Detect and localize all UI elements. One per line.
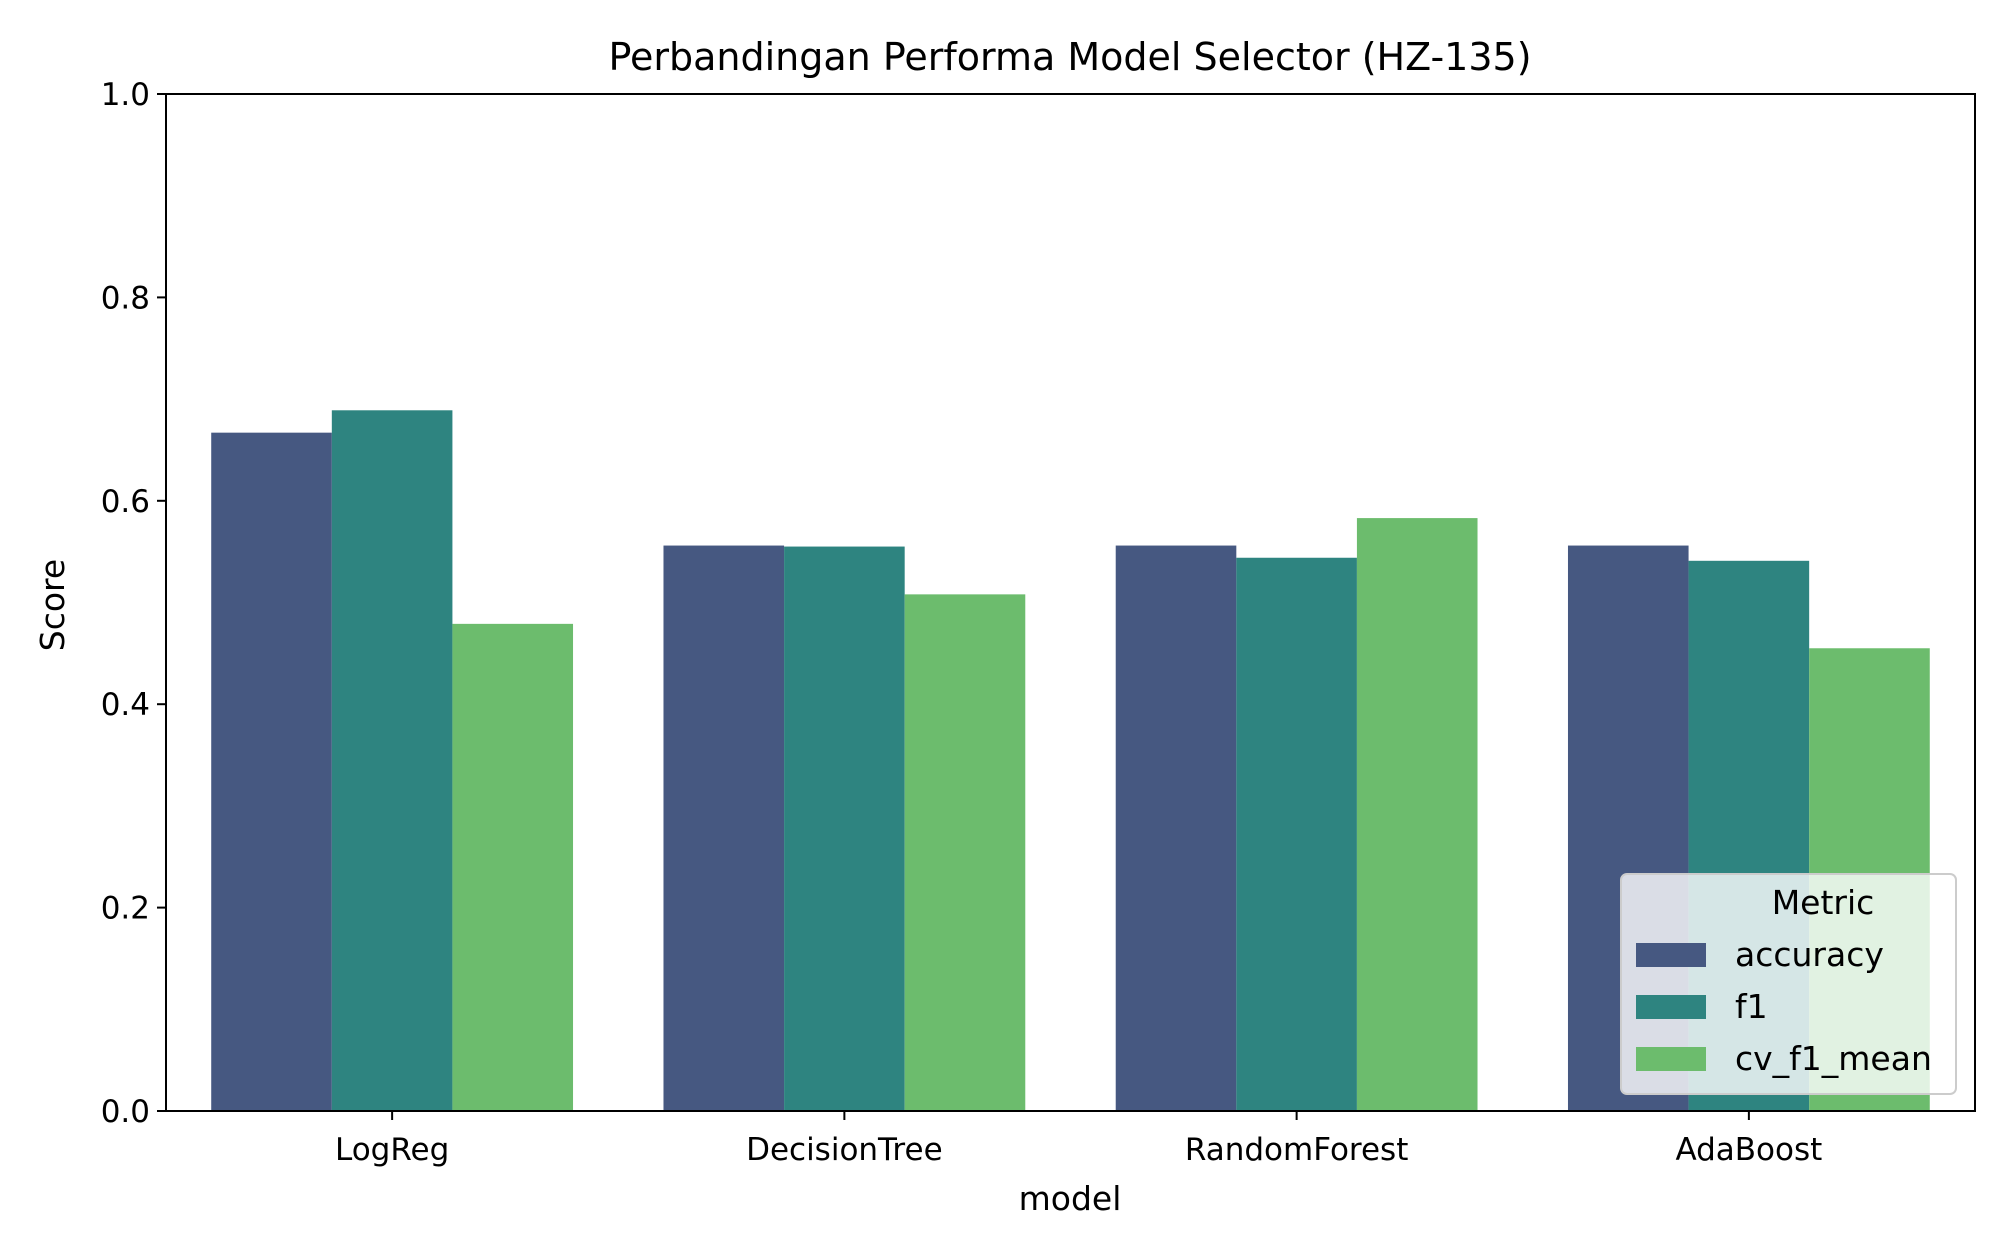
legend-label-f1: f1 [1735,987,1768,1026]
bar-cv_f1_mean-LogReg [452,623,574,1111]
bar-accuracy-RandomForest [1115,545,1237,1111]
x-axis-label: model [1019,1179,1122,1218]
axes-layer: 0.0 0.2 0.4 0.6 0.8 1.0 LogReg DecisionTree Rand… [101,77,1976,1168]
y-tick-label: 1.0 [101,77,150,113]
legend: Metric accuracy f1 cv_f1_mean [1620,873,1957,1095]
x-tick-label: DecisionTree [746,1132,943,1168]
legend-title: Metric [1772,883,1875,922]
chart-title: Perbandingan Performa Model Selector (HZ… [608,35,1531,79]
plot-frame [165,93,1976,1112]
y-tick-label: 0.4 [101,687,150,723]
bar-accuracy-DecisionTree [663,545,785,1111]
bar-cv_f1_mean-DecisionTree [904,594,1026,1111]
bar-f1-RandomForest [1236,557,1357,1111]
legend-label-accuracy: accuracy [1735,935,1884,974]
bar-cv_f1_mean-RandomForest [1356,518,1478,1111]
legend-swatch-cv_f1_mean [1636,1047,1706,1071]
bar-f1-DecisionTree [784,546,905,1111]
x-tick-label: AdaBoost [1675,1132,1822,1168]
bar-f1-LogReg [331,410,453,1111]
legend-box [1620,873,1957,1095]
legend-label-cv_f1_mean: cv_f1_mean [1735,1039,1932,1078]
y-axis-label: Score [33,559,72,651]
y-tick-label: 0.2 [101,891,150,927]
y-tick-label: 0.6 [101,484,150,520]
bar-accuracy-LogReg [211,432,332,1111]
legend-swatch-accuracy [1636,943,1706,967]
legend-swatch-f1 [1636,995,1706,1019]
y-tick-label: 0.8 [101,280,150,316]
y-tick-label: 0.0 [101,1094,150,1130]
x-tick-label: LogReg [335,1132,449,1168]
x-tick-label: RandomForest [1185,1132,1408,1168]
